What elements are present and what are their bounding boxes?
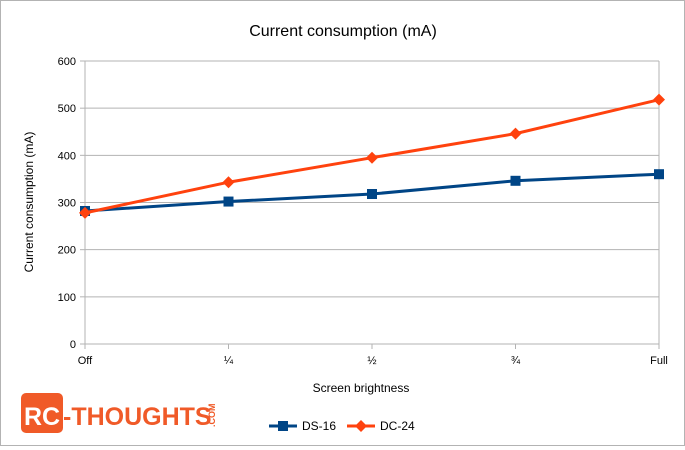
y-tick-label: 300 [58,198,76,210]
x-tick-label: Off [78,355,93,367]
series-group [79,93,665,219]
x-tick-label: ½ [367,355,376,367]
x-tick-label: Full [650,355,668,367]
y-tick-label: 200 [58,245,76,257]
y-tick-label: 0 [70,339,76,351]
data-point-dc-24 [222,176,235,189]
legend: DS-16 DC-24 [269,419,415,433]
x-axis-label: Screen brightness [313,381,410,395]
data-point-dc-24 [366,151,378,164]
axes [84,61,660,344]
logo-main-text: -THOUGHTS [63,403,212,431]
x-tick-label: ¾ [511,355,521,367]
y-tick-label: 100 [58,292,76,304]
y-tick-label: 400 [58,150,76,162]
y-tick-label: 500 [58,103,76,115]
rc-thoughts-logo: RC -THOUGHTS .COM [21,393,217,433]
x-tick-labels: Off ¼ ½ ¾ Full [78,355,668,367]
data-point-ds-16 [654,169,664,180]
legend-label-ds-16: DS-16 [302,419,336,433]
legend-label-dc-24: DC-24 [380,419,415,433]
data-point-dc-24 [509,127,522,140]
y-tick-labels: 0 100 200 300 400 500 600 [58,56,76,351]
data-point-dc-24 [79,206,91,219]
logo-rc-text: RC [24,403,60,431]
x-tick-label: ¼ [224,355,234,367]
data-point-ds-16 [223,196,234,207]
logo-suffix-text: .COM [207,404,217,428]
legend-marker-ds-16 [278,421,288,431]
chart-title: Current consumption (mA) [249,23,437,40]
legend-marker-dc-24 [355,420,367,432]
data-point-ds-16 [367,189,377,200]
data-point-ds-16 [510,175,521,186]
data-point-dc-24 [653,93,665,106]
logo-rc-badge [21,393,63,433]
y-axis-label: Current consumption (mA) [22,132,36,273]
y-tick-label: 600 [58,56,76,68]
